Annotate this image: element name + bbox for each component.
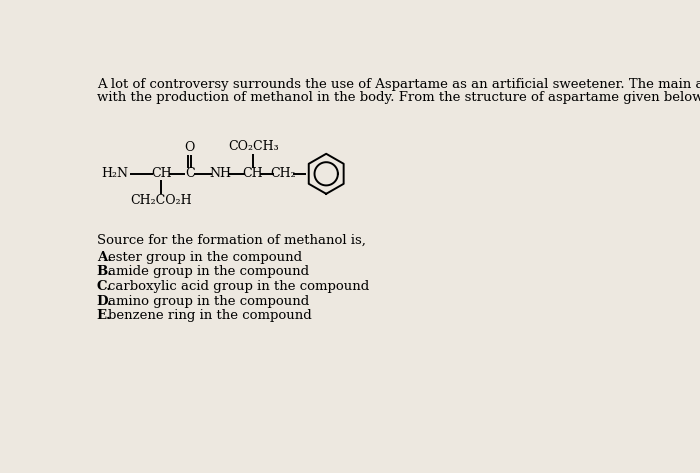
Text: E.: E. (97, 309, 111, 322)
Text: with the production of methanol in the body. From the structure of aspartame giv: with the production of methanol in the b… (97, 91, 700, 104)
Text: O: O (185, 141, 195, 154)
Text: CH₂CO₂H: CH₂CO₂H (130, 194, 192, 207)
Text: D.: D. (97, 295, 113, 308)
Text: NH: NH (210, 167, 232, 180)
Text: amide group in the compound: amide group in the compound (108, 265, 309, 279)
Text: CH: CH (150, 167, 172, 180)
Text: H₂N: H₂N (102, 167, 129, 180)
Text: C.: C. (97, 280, 112, 293)
Text: CH: CH (242, 167, 263, 180)
Text: Source for the formation of methanol is,: Source for the formation of methanol is, (97, 234, 365, 247)
Text: CH₂: CH₂ (270, 167, 295, 180)
Text: C: C (185, 167, 195, 180)
Text: ester group in the compound: ester group in the compound (108, 251, 302, 264)
Text: amino group in the compound: amino group in the compound (108, 295, 309, 308)
Text: A.: A. (97, 251, 112, 264)
Text: carboxylic acid group in the compound: carboxylic acid group in the compound (108, 280, 370, 293)
Text: benzene ring in the compound: benzene ring in the compound (108, 309, 312, 322)
Text: CO₂CH₃: CO₂CH₃ (228, 140, 279, 153)
Text: B.: B. (97, 265, 113, 279)
Text: A lot of controversy surrounds the use of Aspartame as an artificial sweetener. : A lot of controversy surrounds the use o… (97, 79, 700, 91)
